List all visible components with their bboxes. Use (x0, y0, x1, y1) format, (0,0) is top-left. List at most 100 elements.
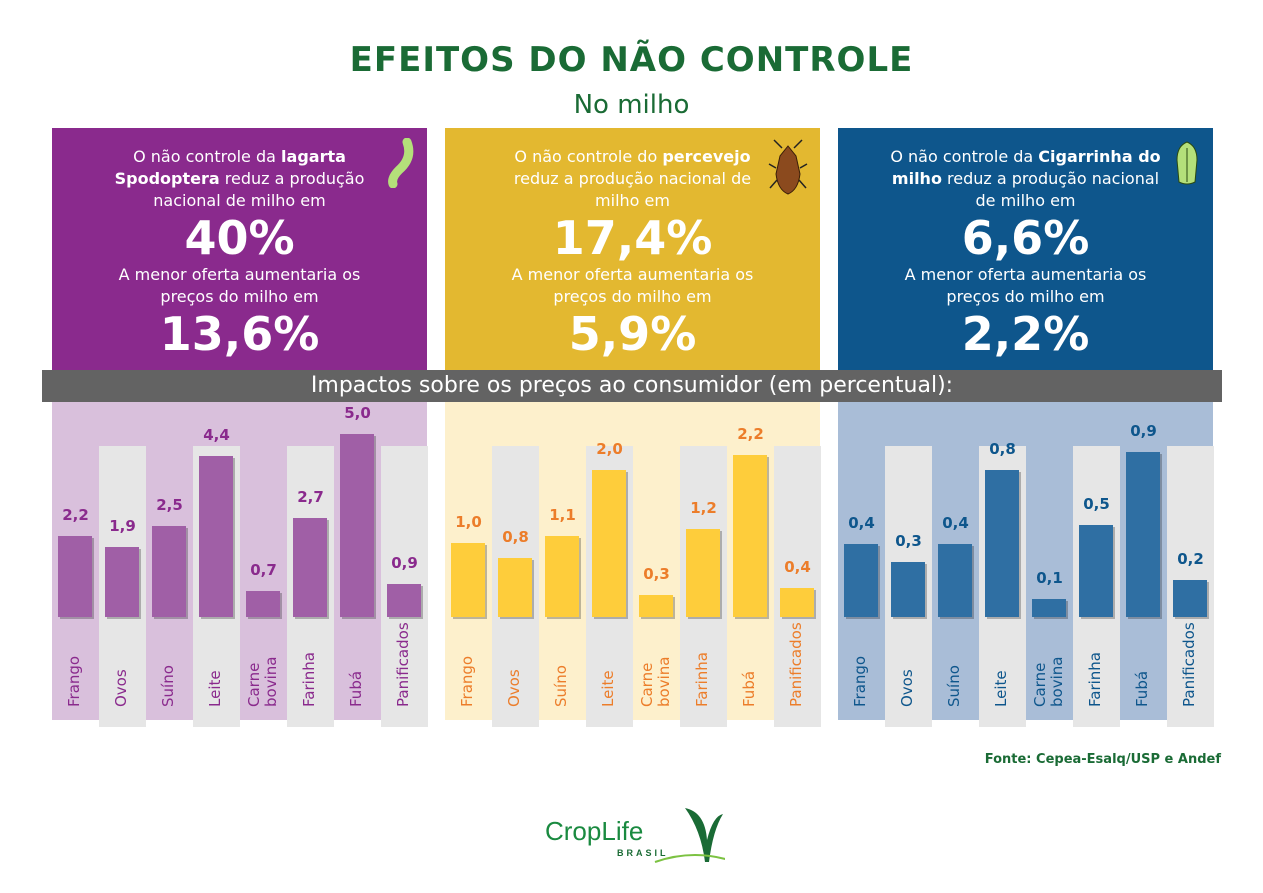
bar-3 (985, 470, 1019, 617)
value-label: 0,3 (895, 532, 922, 550)
pest-name: lagarta Spodoptera (114, 147, 346, 188)
value-label: 0,9 (1130, 422, 1157, 440)
category-label: Panificados (394, 622, 412, 707)
leafhopper-icon (1173, 138, 1201, 192)
value-label: 0,9 (391, 554, 418, 573)
value-label: 1,9 (109, 517, 136, 536)
pest-name: percevejo (662, 147, 751, 166)
value-label: 0,1 (1036, 568, 1063, 587)
category-label: Carne bovina (1031, 656, 1066, 707)
value-label: 2,5 (156, 495, 183, 514)
prices-text: A menor oferta aumentaria os preços do m… (511, 265, 754, 306)
value-label: 1,2 (690, 498, 717, 517)
column-stripe (774, 446, 821, 727)
bar-3 (592, 469, 626, 617)
category-label: Leite (599, 670, 617, 707)
value-label: 2,2 (737, 425, 764, 443)
category-label: Panificados (1180, 622, 1198, 707)
category-label: Frango (65, 655, 83, 707)
reduction-value: 6,6% (961, 211, 1090, 265)
bar-7 (1173, 580, 1207, 617)
value-label: 0,8 (989, 440, 1016, 459)
category-label: Panificados (787, 622, 805, 707)
reduction-value: 40% (184, 211, 295, 265)
section-band: Impactos sobre os preços ao consumidor (… (42, 370, 1222, 402)
value-label: 0,3 (643, 564, 670, 583)
value-label: 0,2 (1177, 550, 1204, 569)
value-label: 4,4 (203, 425, 230, 444)
bar-1 (105, 547, 139, 617)
svg-text:BRASIL: BRASIL (617, 848, 669, 858)
value-label: 2,2 (62, 506, 89, 525)
bar-2 (152, 525, 186, 617)
price-increase-value: 13,6% (159, 307, 320, 361)
bar-6 (1126, 452, 1160, 617)
category-label: Suíno (552, 665, 570, 707)
intro-text: reduz a produção nacional de milho em (513, 169, 752, 210)
category-label: Suíno (159, 665, 177, 707)
category-label: Fubá (1133, 670, 1151, 707)
category-label: Farinha (1086, 652, 1104, 707)
value-label: 0,7 (250, 561, 277, 580)
bar-5 (293, 518, 327, 617)
chart-2: 0,4 Frango 0,3 Ovos 0,4 Suíno 0,8 Leite 0,1 Carne… (838, 402, 1214, 727)
price-increase-value: 5,9% (568, 307, 697, 361)
value-label: 5,0 (344, 404, 371, 422)
value-label: 0,4 (784, 557, 811, 576)
category-label: Fubá (740, 670, 758, 707)
category-label: Farinha (693, 652, 711, 707)
chart-1: 1,0 Frango 0,8 Ovos 1,1 Suíno 2,0 Leite 0,3 Carne… (445, 402, 821, 727)
category-label: Ovos (898, 669, 916, 707)
intro-text: O não controle da (133, 147, 282, 166)
category-label: Frango (851, 655, 869, 707)
intro-text: O não controle da (890, 147, 1039, 166)
value-label: 0,8 (502, 528, 529, 547)
bar-7 (387, 584, 421, 617)
value-label: 0,4 (848, 513, 875, 532)
bar-6 (340, 434, 374, 617)
bar-5 (1079, 525, 1113, 617)
category-label: Leite (992, 670, 1010, 707)
bar-0 (58, 536, 92, 617)
panel-summary-1: O não controle do percevejo reduz a prod… (445, 128, 820, 372)
bar-4 (246, 591, 280, 617)
stink-bug-icon (768, 138, 808, 202)
panel-summary-0: O não controle da lagarta Spodoptera red… (52, 128, 427, 372)
svg-text:CropLife: CropLife (545, 816, 643, 846)
reduction-value: 17,4% (552, 211, 713, 265)
bar-1 (891, 562, 925, 617)
category-label: Ovos (112, 669, 130, 707)
intro-text: reduz a produção nacional de milho em (153, 169, 365, 210)
page-subtitle: No milho (573, 90, 690, 120)
prices-text: A menor oferta aumentaria os preços do m… (904, 265, 1147, 306)
bar-7 (780, 587, 814, 617)
prices-text: A menor oferta aumentaria os preços do m… (118, 265, 361, 306)
bar-6 (733, 455, 767, 617)
bar-2 (938, 543, 972, 617)
chart-0: 2,2 Frango 1,9 Ovos 2,5 Suíno 4,4 Leite 0,7 Carne… (52, 402, 428, 727)
bar-0 (844, 543, 878, 617)
intro-text: reduz a produção nacional de milho em (941, 169, 1160, 210)
page-title: EFEITOS DO NÃO CONTROLE (349, 40, 914, 80)
bar-3 (199, 455, 233, 617)
category-label: Suíno (945, 665, 963, 707)
value-label: 1,0 (455, 513, 482, 532)
bar-4 (639, 594, 673, 617)
price-increase-value: 2,2% (961, 307, 1090, 361)
value-label: 0,5 (1083, 495, 1110, 514)
value-label: 2,7 (297, 488, 324, 507)
bar-5 (686, 528, 720, 617)
category-label: Carne bovina (638, 656, 673, 707)
category-label: Leite (206, 670, 224, 707)
value-label: 1,1 (549, 506, 576, 524)
bar-4 (1032, 598, 1066, 617)
category-label: Frango (458, 655, 476, 707)
panel-summary-2: O não controle da Cigarrinha do milho re… (838, 128, 1213, 372)
bar-1 (498, 558, 532, 617)
source-note: Fonte: Cepea-Esalq/USP e Andef (984, 752, 1221, 767)
croplife-logo: CropLife BRASIL (545, 800, 736, 865)
bar-2 (545, 536, 579, 617)
value-label: 0,4 (942, 513, 969, 532)
category-label: Ovos (505, 669, 523, 707)
category-label: Fubá (347, 670, 365, 707)
